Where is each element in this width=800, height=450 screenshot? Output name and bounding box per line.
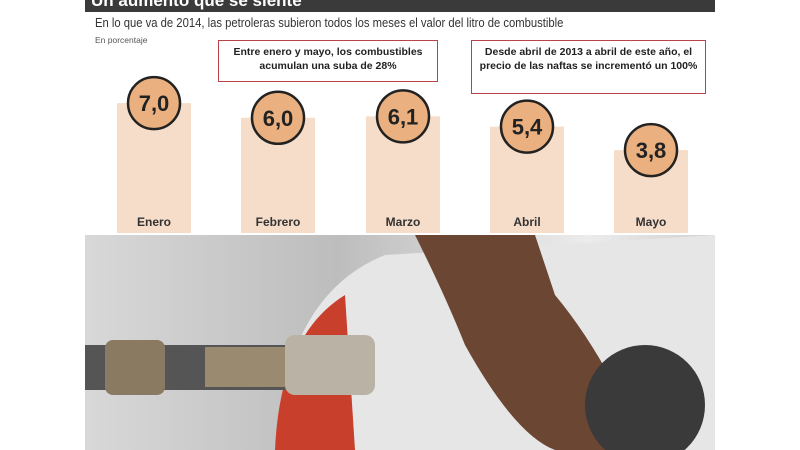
unit-label: En porcentaje <box>95 35 148 45</box>
category-label: Marzo <box>386 215 421 229</box>
value-bubble <box>250 90 306 146</box>
data-label: 3,8 <box>636 138 667 163</box>
note-accumulated: Entre enero y mayo, los combustibles acu… <box>218 40 438 82</box>
chart-subtitle: En lo que va de 2014, las petroleras sub… <box>95 16 564 30</box>
category-label: Abril <box>513 215 540 229</box>
header-bar: Un aumento que se siente <box>85 0 715 12</box>
value-bubble <box>623 122 679 178</box>
data-label: 6,1 <box>388 104 419 129</box>
data-label: 6,0 <box>263 106 294 131</box>
category-label: Mayo <box>636 215 667 229</box>
fuel-pump-photo <box>85 235 715 450</box>
category-label: Febrero <box>256 215 301 229</box>
data-label: 7,0 <box>139 91 170 116</box>
bar-chart: 7,0 Enero 6,0 Febrero 6,1 Marzo 5,4 Abril 3,8 May… <box>117 75 688 233</box>
value-bubble <box>126 75 182 131</box>
category-label: Enero <box>137 215 171 229</box>
data-label: 5,4 <box>512 115 543 140</box>
value-bubble <box>499 99 555 154</box>
chart-title: Un aumento que se siente <box>91 0 302 10</box>
note-yearly: Desde abril de 2013 a abril de este año,… <box>471 40 706 94</box>
value-bubble <box>375 89 431 144</box>
